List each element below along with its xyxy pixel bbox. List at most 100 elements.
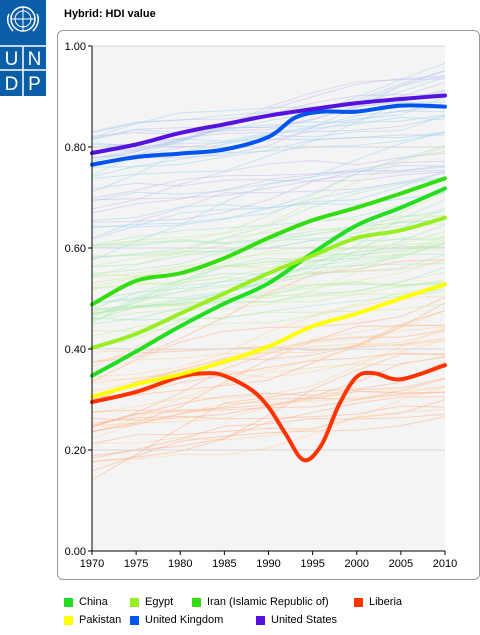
- background-country-line: [91, 386, 446, 461]
- background-country-line: [91, 219, 446, 258]
- logo-letter-u: U: [5, 49, 19, 70]
- logo-letter-d: D: [5, 74, 19, 95]
- x-tick-label: 1985: [212, 558, 236, 570]
- background-country-line: [91, 177, 446, 229]
- background-country-line: [91, 290, 446, 321]
- background-country-line: [91, 150, 446, 247]
- x-tick-label: 1990: [256, 558, 280, 570]
- y-tick-label: 0.60: [65, 243, 86, 255]
- x-tick-label: 2005: [389, 558, 413, 570]
- background-country-line: [91, 279, 446, 313]
- background-country-line: [91, 243, 446, 323]
- background-country-line: [91, 242, 446, 278]
- background-country-line: [91, 70, 446, 133]
- background-country-line: [91, 160, 446, 190]
- background-country-line: [91, 169, 446, 201]
- background-country-line: [91, 355, 446, 433]
- series-line-united-states: [90, 93, 447, 156]
- x-tick-label: 1995: [300, 558, 324, 570]
- background-country-line: [92, 214, 446, 257]
- series-line-liberia: [90, 363, 447, 463]
- legend-swatch: [64, 597, 73, 607]
- background-country-line: [91, 259, 446, 363]
- grid-lines: [92, 45, 445, 451]
- background-country-line: [91, 237, 446, 290]
- background-country-line: [91, 330, 446, 372]
- legend-item-united-kingdom[interactable]: United Kingdom: [130, 614, 223, 626]
- y-tick-label: 0.80: [65, 142, 86, 154]
- background-country-line: [91, 243, 446, 289]
- legend-swatch: [354, 597, 363, 607]
- background-country-line: [91, 288, 446, 316]
- background-country-line: [91, 416, 446, 472]
- background-country-line: [91, 327, 446, 414]
- legend-swatch: [130, 597, 139, 607]
- legend-label: China: [79, 596, 108, 608]
- x-tick-label: 1980: [168, 558, 192, 570]
- background-country-line: [91, 396, 445, 457]
- background-country-line: [91, 131, 446, 202]
- background-country-line: [91, 377, 446, 427]
- background-country-line: [91, 190, 446, 246]
- background-country-line: [91, 215, 445, 267]
- background-country-line: [91, 76, 446, 139]
- background-country-line: [91, 303, 446, 337]
- series-line-pakistan: [90, 282, 447, 399]
- legend-label: Pakistan: [79, 614, 122, 626]
- background-country-line: [91, 310, 446, 398]
- background-country-line: [91, 178, 446, 259]
- logo-letter-n: N: [28, 49, 42, 70]
- y-tick-label: 1.00: [65, 41, 86, 53]
- legend-swatch: [64, 615, 73, 625]
- series-lines: [90, 93, 447, 463]
- chart-title: Hybrid: HDI value: [64, 8, 156, 20]
- legend-item-iran-islamic-republic-of[interactable]: Iran (Islamic Republic of): [192, 596, 329, 608]
- x-tick-label: 2010: [433, 558, 457, 570]
- un-emblem-icon: [6, 6, 40, 32]
- x-tick-label: 1975: [124, 558, 148, 570]
- background-country-line: [91, 131, 446, 168]
- legend-label: United States: [271, 614, 338, 626]
- series-line-egypt: [90, 215, 447, 350]
- background-country-line: [91, 74, 446, 165]
- undp-logo-graphic: U N D P: [0, 0, 46, 96]
- background-country-line: [91, 235, 446, 321]
- background-country-line: [91, 166, 446, 261]
- background-country-line: [91, 152, 446, 210]
- background-country-line: [91, 241, 446, 277]
- y-tick-label: 0.00: [65, 546, 86, 558]
- background-country-line: [91, 399, 446, 445]
- background-country-line: [91, 352, 446, 400]
- legend-swatch: [256, 615, 265, 625]
- background-country-line: [91, 324, 446, 433]
- legend-item-united-states[interactable]: United States: [256, 614, 337, 626]
- axes: 0.00 0.20 0.40 0.60 0.80 1.00 1970 1975 1980 1985…: [65, 41, 458, 570]
- series-line-china: [90, 186, 447, 378]
- legend-label: Iran (Islamic Republic of): [207, 596, 329, 608]
- chart-frame: 0.00 0.20 0.40 0.60 0.80 1.00 1970 1975 1980 1985…: [57, 30, 480, 580]
- background-country-line: [91, 353, 446, 463]
- legend-label: United Kingdom: [145, 614, 224, 626]
- legend-item-liberia[interactable]: Liberia: [354, 596, 402, 608]
- hdi-line-chart: 0.00 0.20 0.40 0.60 0.80 1.00 1970 1975 1980 1985…: [65, 41, 458, 570]
- background-country-line: [91, 295, 446, 378]
- background-country-line: [91, 390, 446, 432]
- background-country-line: [91, 89, 446, 137]
- background-country-line: [91, 164, 446, 223]
- background-country-line: [91, 361, 446, 481]
- background-country-line: [91, 324, 446, 380]
- legend-item-pakistan[interactable]: Pakistan: [64, 614, 121, 626]
- background-country-line: [91, 62, 446, 141]
- legend-item-china[interactable]: China: [64, 596, 108, 608]
- background-country-line: [92, 409, 446, 444]
- legend-item-egypt[interactable]: Egypt: [130, 596, 173, 608]
- legend-label: Liberia: [369, 596, 403, 608]
- background-country-line: [91, 297, 446, 383]
- x-tick-label: 1970: [80, 558, 104, 570]
- y-tick-label: 0.20: [65, 445, 86, 457]
- series-line-iran-islamic-republic-of: [90, 176, 447, 307]
- logo-letter-p: P: [28, 74, 41, 95]
- background-country-line: [91, 171, 446, 214]
- background-country-line: [91, 146, 446, 248]
- background-country-line: [91, 134, 446, 158]
